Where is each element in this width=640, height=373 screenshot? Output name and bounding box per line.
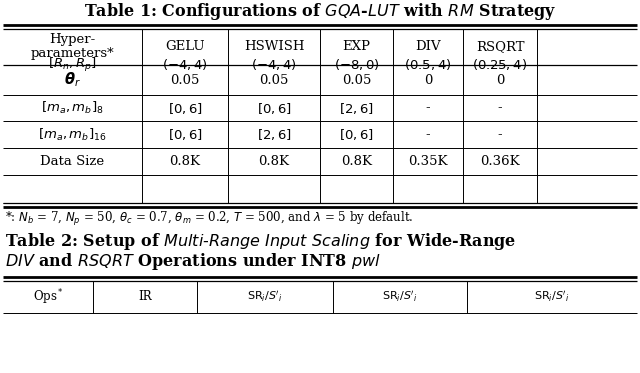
Text: -: -: [498, 101, 502, 115]
Text: *: $N_b$ = 7, $N_p$ = 50, $\theta_c$ = 0.7, $\theta_m$ = 0.2, $T$ = 500, and $\l: *: $N_b$ = 7, $N_p$ = 50, $\theta_c$ = 0…: [5, 210, 413, 228]
Text: $\mathrm{SR}_i/S'_i$: $\mathrm{SR}_i/S'_i$: [247, 289, 283, 304]
Text: $(0.5,4)$: $(0.5,4)$: [404, 57, 452, 72]
Text: RSQRT: RSQRT: [476, 41, 524, 53]
Text: 0.36K: 0.36K: [480, 155, 520, 168]
Text: $[\boldsymbol{m_a},\boldsymbol{m_b}]_8$: $[\boldsymbol{m_a},\boldsymbol{m_b}]_8$: [41, 100, 104, 116]
Text: $(-8,0)$: $(-8,0)$: [333, 57, 380, 72]
Text: $\mathbf{\mathit{DIV}}$ and $\mathbf{\mathit{RSQRT}}$ Operations under INT8 $\ma: $\mathbf{\mathit{DIV}}$ and $\mathbf{\ma…: [5, 251, 381, 273]
Text: $\mathrm{SR}_i/S'_i$: $\mathrm{SR}_i/S'_i$: [382, 289, 418, 304]
Text: $(-4,4)$: $(-4,4)$: [162, 57, 208, 72]
Text: -: -: [426, 101, 430, 115]
Text: $[\boldsymbol{m_a},\boldsymbol{m_b}]_{16}$: $[\boldsymbol{m_a},\boldsymbol{m_b}]_{16…: [38, 126, 107, 142]
Text: 0.35K: 0.35K: [408, 155, 448, 168]
Text: DIV: DIV: [415, 41, 441, 53]
Text: $(0.25,4)$: $(0.25,4)$: [472, 57, 527, 72]
Text: $[2,6]$: $[2,6]$: [339, 100, 374, 116]
Text: Table 1: Configurations of $\mathbf{\mathit{GQA}}$-$\mathbf{\mathit{LUT}}$ with : Table 1: Configurations of $\mathbf{\mat…: [84, 0, 556, 22]
Text: 0.05: 0.05: [170, 73, 200, 87]
Text: 0.05: 0.05: [259, 73, 289, 87]
Text: parameters*: parameters*: [31, 47, 115, 60]
Text: Hyper-: Hyper-: [49, 34, 95, 47]
Text: $(-4,4)$: $(-4,4)$: [251, 57, 297, 72]
Text: 0.8K: 0.8K: [259, 155, 289, 168]
Text: HSWISH: HSWISH: [244, 41, 304, 53]
Text: -: -: [498, 128, 502, 141]
Text: IR: IR: [138, 291, 152, 304]
Text: 0: 0: [496, 73, 504, 87]
Text: $\boldsymbol{\theta}_r$: $\boldsymbol{\theta}_r$: [64, 70, 81, 90]
Text: -: -: [426, 128, 430, 141]
Text: Data Size: Data Size: [40, 155, 104, 168]
Text: 0.8K: 0.8K: [341, 155, 372, 168]
Text: Table 2: Setup of $\mathbf{\mathit{Multi\text{-}Range\ Input\ Scaling}}$ for Wid: Table 2: Setup of $\mathbf{\mathit{Multi…: [5, 231, 516, 251]
Text: $\mathrm{SR}_i/S'_i$: $\mathrm{SR}_i/S'_i$: [534, 289, 570, 304]
Text: $[0,6]$: $[0,6]$: [168, 127, 202, 142]
Text: 0.05: 0.05: [342, 73, 371, 87]
Text: 0.8K: 0.8K: [170, 155, 200, 168]
Text: $[0,6]$: $[0,6]$: [168, 100, 202, 116]
Text: Ops$^*$: Ops$^*$: [33, 287, 63, 307]
Text: GELU: GELU: [165, 41, 205, 53]
Text: $[0,6]$: $[0,6]$: [257, 100, 291, 116]
Text: EXP: EXP: [342, 41, 371, 53]
Text: $[R_n,R_p]$: $[R_n,R_p]$: [48, 56, 97, 74]
Text: 0: 0: [424, 73, 432, 87]
Text: $[0,6]$: $[0,6]$: [339, 127, 374, 142]
Text: $[2,6]$: $[2,6]$: [257, 127, 291, 142]
